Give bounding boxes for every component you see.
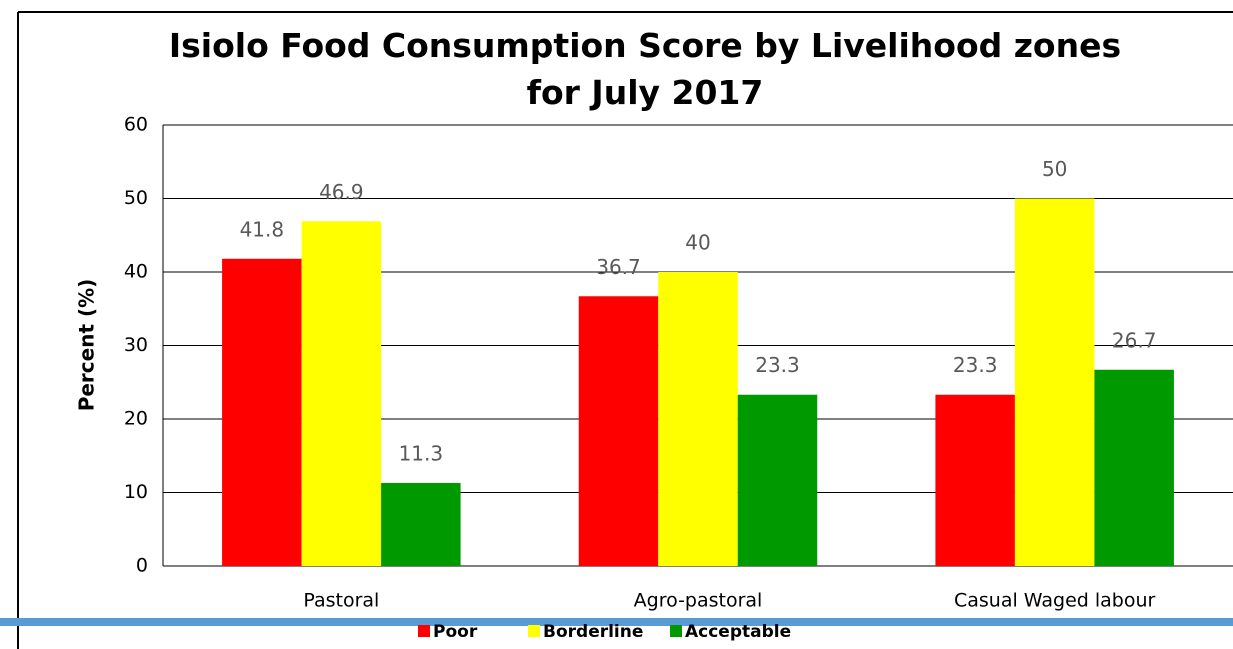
y-tick-label: 50 xyxy=(124,187,148,209)
x-tick-label: Casual Waged labour xyxy=(954,590,1156,612)
legend-swatch xyxy=(670,625,682,637)
x-tick-label: Agro-pastoral xyxy=(634,590,763,612)
data-label: 26.7 xyxy=(1112,328,1157,352)
separator xyxy=(0,618,1233,626)
y-axis-label: Percent (%) xyxy=(75,279,99,412)
bar xyxy=(1094,369,1174,566)
legend-label: Poor xyxy=(433,622,478,642)
y-tick-label: 10 xyxy=(124,481,148,503)
chart-title: Isiolo Food Consumption Score by Livelih… xyxy=(168,26,1122,112)
data-label: 23.3 xyxy=(755,353,800,377)
bar xyxy=(1014,198,1095,566)
bar xyxy=(658,272,738,566)
legend-label: Borderline xyxy=(543,622,643,642)
y-tick-label: 60 xyxy=(124,114,148,136)
legend-swatch xyxy=(418,625,430,637)
y-tick-label: 0 xyxy=(136,555,148,577)
legend-swatch xyxy=(528,625,540,637)
bar xyxy=(935,394,1015,566)
y-tick-label: 30 xyxy=(124,334,148,356)
x-tick-label: Pastoral xyxy=(303,590,379,612)
data-label: 23.3 xyxy=(953,353,998,377)
bar xyxy=(301,221,382,566)
data-label: 46.9 xyxy=(319,180,364,204)
y-tick-label: 40 xyxy=(124,261,148,283)
data-label: 11.3 xyxy=(399,441,444,465)
bar xyxy=(737,394,818,566)
bar xyxy=(578,296,659,566)
data-label: 40 xyxy=(685,231,710,255)
data-label: 36.7 xyxy=(596,255,641,279)
y-tick-label: 20 xyxy=(124,408,148,430)
data-label: 50 xyxy=(1042,157,1067,181)
bar xyxy=(222,258,302,566)
legend-label: Acceptable xyxy=(685,622,791,642)
bar xyxy=(381,482,461,566)
data-label: 41.8 xyxy=(240,217,285,241)
